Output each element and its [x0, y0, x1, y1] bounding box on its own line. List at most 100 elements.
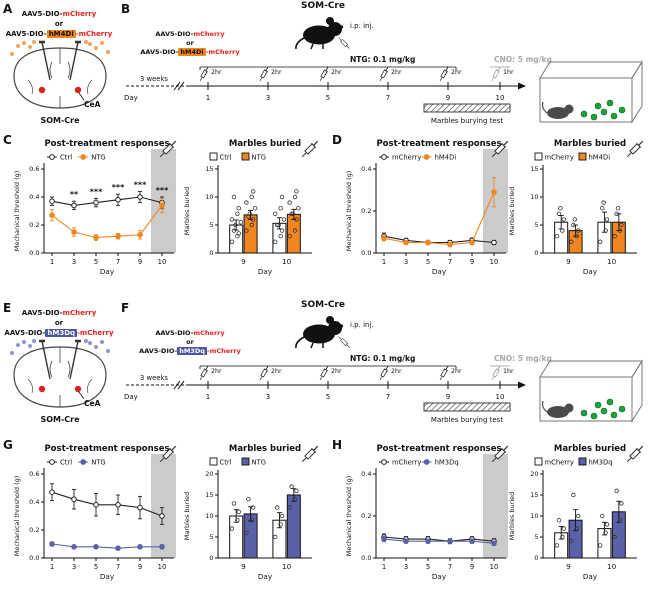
mcherry-suffix: -mCherry — [77, 328, 114, 337]
cno-dose-label-b: CNO: 5 mg/kg — [494, 55, 552, 64]
svg-text:Post-treatment responses: Post-treatment responses — [44, 139, 169, 149]
svg-text:Marbles burying test: Marbles burying test — [431, 117, 503, 125]
svg-text:9: 9 — [241, 562, 246, 571]
svg-text:Day: Day — [124, 94, 138, 102]
svg-text:0.0: 0.0 — [29, 249, 39, 257]
construct-line2: AAV5-DIO-hM4Di -mCherry — [134, 48, 246, 57]
svg-text:2hr: 2hr — [451, 368, 462, 375]
panel-h-line-chart: Post-treatment responses mCherry hM3Dq 0.0 0… — [342, 440, 510, 601]
aav-prefix: AAV5-DIO- — [140, 48, 179, 57]
svg-text:10: 10 — [282, 257, 292, 266]
svg-text:0.6: 0.6 — [29, 470, 39, 478]
svg-text:0: 0 — [209, 249, 213, 257]
svg-text:Day: Day — [583, 267, 598, 276]
svg-text:5: 5 — [534, 533, 538, 541]
panel-g-bar-chart: Marbles buried Ctrl NTG 0 5 10 15 20 Marbles bur… — [180, 440, 322, 601]
mcherry-label: mCherry — [62, 309, 97, 317]
svg-text:3: 3 — [266, 94, 270, 102]
svg-text:hM4Di: hM4Di — [589, 154, 611, 162]
aav-prefix: AAV5-DIO- — [4, 328, 46, 337]
hm4di-tag: hM4Di — [46, 29, 76, 38]
aav-prefix: AAV5-DIO- — [5, 29, 47, 38]
mcherry-suffix: -mCherry — [75, 29, 113, 38]
svg-text:CeA: CeA — [84, 100, 101, 109]
panel-d-line-chart: Post-treatment responses mCherry hM4Di 0.0 0… — [342, 135, 510, 297]
ntg-dose-label-b: NTG: 0.1 mg/kg — [350, 55, 416, 64]
panel-b-construct: AAV5-DIO-mCherry or AAV5-DIO-hM4Di -mCher… — [134, 30, 246, 57]
svg-text:2hr: 2hr — [391, 69, 402, 76]
svg-text:5: 5 — [326, 393, 330, 401]
svg-text:20: 20 — [205, 470, 213, 478]
construct-line1: AAV5-DIO-mCherry — [134, 329, 246, 338]
svg-text:1: 1 — [50, 563, 54, 571]
construct-line2: AAV5-DIO-hM4Di -mCherry — [2, 29, 116, 40]
panel-f-label: F — [121, 301, 130, 315]
svg-text:NTG: NTG — [252, 459, 267, 467]
mcherry-label: mCherry — [193, 30, 225, 38]
svg-text:10: 10 — [490, 258, 499, 266]
mcherry-label: mCherry — [193, 329, 225, 337]
svg-text:Day: Day — [258, 572, 273, 581]
svg-text:7: 7 — [116, 563, 120, 571]
panel-g-line-chart: Post-treatment responses Ctrl NTG 0.0 0.2 0.4… — [10, 440, 178, 601]
svg-text:5: 5 — [426, 258, 430, 266]
panel-d-label: D — [332, 133, 342, 147]
svg-text:Day: Day — [100, 572, 115, 581]
hm4di-tag: hM4Di — [178, 48, 206, 57]
som-cre-title-b: SOM-Cre — [301, 1, 345, 11]
svg-text:10: 10 — [530, 193, 538, 201]
panel-a-label: A — [3, 2, 13, 16]
aav-prefix: AAV5-DIO- — [139, 347, 178, 356]
svg-text:7: 7 — [448, 258, 452, 266]
svg-text:5: 5 — [209, 533, 213, 541]
svg-text:10: 10 — [490, 563, 499, 571]
panel-h-label: H — [332, 438, 343, 452]
svg-text:10: 10 — [158, 258, 167, 266]
som-cre-title-f: SOM-Cre — [301, 300, 345, 310]
marble-cage-f — [536, 355, 646, 429]
svg-text:Marbles buried: Marbles buried — [229, 444, 301, 454]
svg-text:NTG: NTG — [91, 154, 106, 162]
svg-text:0.4: 0.4 — [29, 193, 39, 201]
svg-text:1: 1 — [206, 393, 210, 401]
ntg-dose-label-f: NTG: 0.1 mg/kg — [350, 354, 416, 363]
svg-text:Ctrl: Ctrl — [60, 459, 72, 467]
svg-text:Marbles buried: Marbles buried — [554, 444, 626, 454]
svg-text:Marbles buried: Marbles buried — [508, 492, 516, 541]
svg-text:2hr: 2hr — [271, 69, 282, 76]
svg-text:9: 9 — [470, 258, 474, 266]
aav-prefix: AAV5-DIO- — [155, 329, 194, 337]
svg-text:5: 5 — [534, 221, 538, 229]
svg-text:Marbles buried: Marbles buried — [183, 187, 191, 236]
svg-text:10: 10 — [607, 562, 617, 571]
svg-text:Mechanical threshold (g): Mechanical threshold (g) — [13, 476, 21, 557]
svg-text:Post-treatment responses: Post-treatment responses — [44, 444, 169, 454]
construct-line1: AAV5-DIO-mCherry — [2, 10, 116, 20]
svg-text:hM3Dq: hM3Dq — [435, 459, 459, 467]
svg-text:5: 5 — [326, 94, 330, 102]
panel-d-bar-chart: Marbles buried mCherry hM4Di 0 5 10 15 Marbles … — [505, 135, 647, 297]
svg-text:hM3Dq: hM3Dq — [589, 459, 613, 467]
svg-text:Ctrl: Ctrl — [220, 459, 232, 467]
svg-text:***: *** — [90, 187, 103, 196]
svg-text:2hr: 2hr — [211, 368, 222, 375]
svg-text:9: 9 — [566, 562, 571, 571]
mcherry-suffix: -mCherry — [205, 48, 240, 57]
svg-text:2hr: 2hr — [331, 368, 342, 375]
svg-text:5: 5 — [94, 258, 98, 266]
svg-text:Mechanical threshold (g): Mechanical threshold (g) — [345, 171, 353, 252]
mcherry-label: mCherry — [62, 10, 97, 18]
svg-text:1: 1 — [382, 258, 386, 266]
panel-f-construct: AAV5-DIO-mCherry or AAV5-DIO-hM3Dq -mCher… — [134, 329, 246, 356]
svg-text:10: 10 — [158, 563, 167, 571]
svg-text:NTG: NTG — [91, 459, 106, 467]
panel-e-construct: AAV5-DIO-mCherry or AAV5-DIO-hM3Dq -mCher… — [2, 309, 116, 338]
cno-dose-label-f: CNO: 5 mg/kg — [494, 354, 552, 363]
svg-text:15: 15 — [530, 491, 538, 499]
svg-text:15: 15 — [530, 165, 538, 173]
svg-text:***: *** — [112, 183, 125, 192]
mouse-icon — [293, 12, 353, 56]
svg-text:CeA: CeA — [84, 399, 101, 408]
svg-text:2hr: 2hr — [211, 69, 222, 76]
